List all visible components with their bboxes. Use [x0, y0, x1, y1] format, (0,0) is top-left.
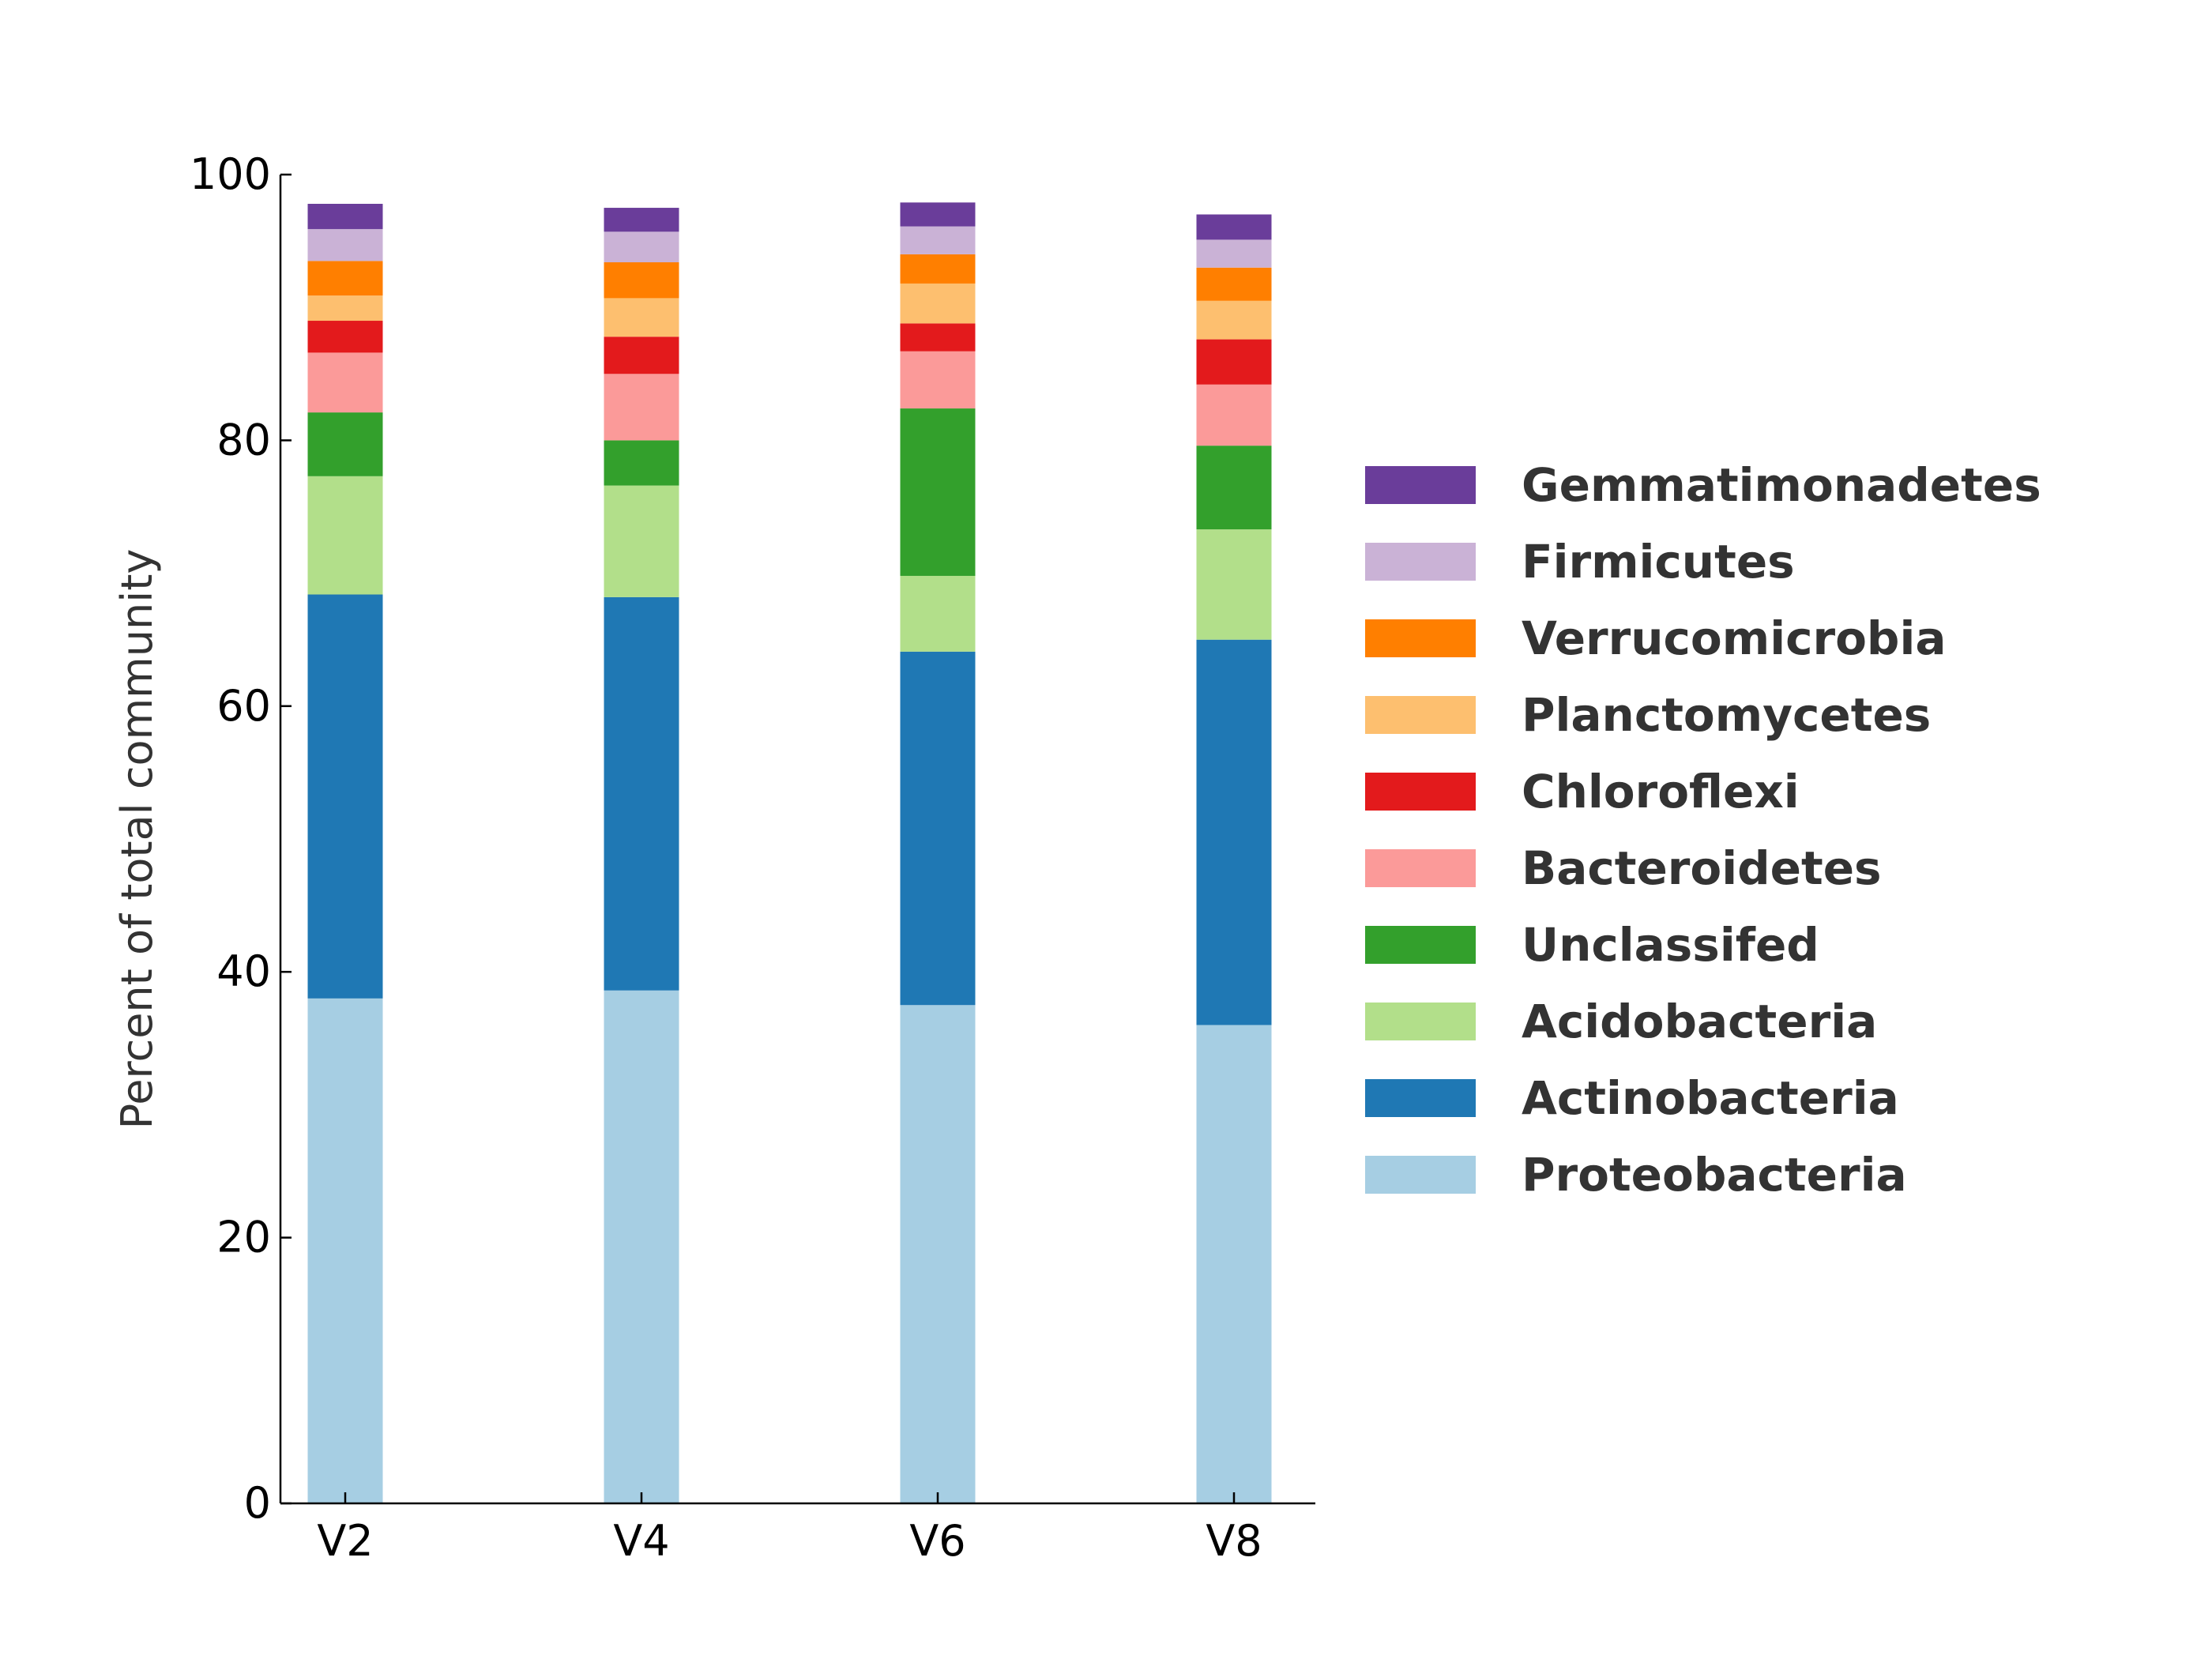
legend-label-unclassifed: Unclassifed: [1522, 918, 1819, 972]
x-tick-label-v4: V4: [613, 1516, 669, 1566]
bar-v6-unclassifed: [900, 408, 976, 576]
bar-v2-planctomycetes: [307, 295, 383, 322]
x-tick-label-v2: V2: [317, 1516, 373, 1566]
bars-layer: [307, 202, 1272, 1503]
bar-v6-chloroflexi: [900, 323, 976, 352]
legend-label-chloroflexi: Chloroflexi: [1522, 765, 1800, 818]
bar-v8-firmicutes: [1196, 239, 1272, 268]
y-tick-label-100: 100: [190, 149, 271, 199]
bar-v6-actinobacteria: [900, 651, 976, 1006]
axes-layer: [279, 175, 1315, 1505]
bar-v6-gemmatimonadetes: [900, 202, 976, 227]
legend-swatch-gemmatimonadetes: [1365, 466, 1476, 504]
y-tick-label-60: 60: [216, 681, 271, 731]
y-ticks: 0 20 40 60 80 100: [190, 149, 292, 1528]
bar-v6-firmicutes: [900, 226, 976, 254]
bar-v6-proteobacteria: [900, 1005, 976, 1503]
bar-v4-verrucomicrobia: [604, 262, 679, 299]
legend: Gemmatimonadetes Firmicutes Verrucomicrobi…: [1365, 458, 2041, 1202]
bar-v8-chloroflexi: [1196, 339, 1272, 385]
bar-v2-gemmatimonadetes: [307, 204, 383, 229]
legend-label-proteobacteria: Proteobacteria: [1522, 1148, 1907, 1202]
bar-v4-firmicutes: [604, 231, 679, 263]
bar-v2-firmicutes: [307, 228, 383, 261]
bar-v8-acidobacteria: [1196, 529, 1272, 640]
legend-swatch-bacteroidetes: [1365, 849, 1476, 887]
legend-label-verrucomicrobia: Verrucomicrobia: [1522, 611, 1946, 665]
bar-v4-chloroflexi: [604, 337, 679, 374]
x-ticks: V2 V4 V6 V8: [317, 1492, 1262, 1566]
x-tick-label-v6: V6: [909, 1516, 965, 1566]
legend-swatch-chloroflexi: [1365, 773, 1476, 811]
legend-swatch-proteobacteria: [1365, 1156, 1476, 1194]
legend-label-planctomycetes: Planctomycetes: [1522, 688, 1931, 742]
y-axis-title: Percent of total community: [112, 549, 162, 1130]
legend-swatch-planctomycetes: [1365, 696, 1476, 734]
bar-v8-proteobacteria: [1196, 1025, 1272, 1503]
bar-v8-verrucomicrobia: [1196, 267, 1272, 301]
bar-v4-actinobacteria: [604, 596, 679, 991]
bar-v2-unclassifed: [307, 412, 383, 476]
bar-v4-proteobacteria: [604, 990, 679, 1503]
bar-v2-acidobacteria: [307, 476, 383, 595]
x-tick-label-v8: V8: [1206, 1516, 1262, 1566]
y-tick-label-20: 20: [216, 1213, 271, 1262]
y-tick-label-40: 40: [216, 946, 271, 996]
bar-v8-unclassifed: [1196, 446, 1272, 530]
bar-v8-actinobacteria: [1196, 639, 1272, 1025]
bar-v6-bacteroidetes: [900, 351, 976, 409]
legend-label-firmicutes: Firmicutes: [1522, 535, 1795, 589]
bar-v2-actinobacteria: [307, 594, 383, 999]
y-tick-label-0: 0: [244, 1478, 271, 1528]
bar-v6-planctomycetes: [900, 283, 976, 324]
bar-v8-gemmatimonadetes: [1196, 214, 1272, 240]
bar-v2-verrucomicrobia: [307, 261, 383, 296]
legend-label-actinobacteria: Actinobacteria: [1522, 1071, 1899, 1125]
legend-swatch-firmicutes: [1365, 543, 1476, 581]
bar-v4-acidobacteria: [604, 485, 679, 597]
bar-v2-bacteroidetes: [307, 352, 383, 413]
legend-label-gemmatimonadetes: Gemmatimonadetes: [1522, 458, 2041, 512]
legend-swatch-unclassifed: [1365, 926, 1476, 964]
legend-swatch-actinobacteria: [1365, 1079, 1476, 1117]
bar-v2-chloroflexi: [307, 321, 383, 353]
bar-v6-verrucomicrobia: [900, 254, 976, 284]
bar-v2-proteobacteria: [307, 998, 383, 1503]
bar-v6-acidobacteria: [900, 575, 976, 652]
legend-swatch-verrucomicrobia: [1365, 619, 1476, 657]
bar-v4-unclassifed: [604, 440, 679, 486]
legend-swatch-acidobacteria: [1365, 1003, 1476, 1040]
bar-v8-planctomycetes: [1196, 300, 1272, 340]
y-tick-label-80: 80: [216, 415, 271, 465]
bar-v4-bacteroidetes: [604, 374, 679, 441]
legend-label-bacteroidetes: Bacteroidetes: [1522, 841, 1882, 895]
legend-label-acidobacteria: Acidobacteria: [1522, 995, 1877, 1048]
bar-v4-gemmatimonadetes: [604, 208, 679, 232]
bar-v4-planctomycetes: [604, 298, 679, 337]
bar-v8-bacteroidetes: [1196, 384, 1272, 446]
